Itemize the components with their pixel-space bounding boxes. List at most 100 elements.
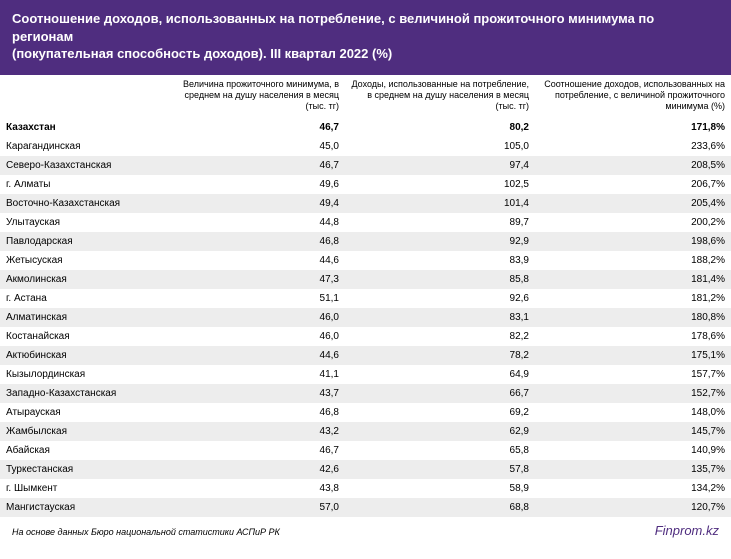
cell-min: 44,8 <box>170 213 345 232</box>
cell-min: 47,3 <box>170 270 345 289</box>
cell-min: 43,7 <box>170 384 345 403</box>
cell-min: 46,8 <box>170 403 345 422</box>
cell-region: г. Астана <box>0 289 170 308</box>
table-row: Атырауская46,869,2148,0% <box>0 403 731 422</box>
cell-region: Мангистауская <box>0 498 170 517</box>
cell-ratio: 233,6% <box>535 137 731 156</box>
cell-region: Атырауская <box>0 403 170 422</box>
table-row: г. Шымкент43,858,9134,2% <box>0 479 731 498</box>
table-row: Мангистауская57,068,8120,7% <box>0 498 731 517</box>
table-row: Жетысуская44,683,9188,2% <box>0 251 731 270</box>
cell-income: 97,4 <box>345 156 535 175</box>
data-table: Величина прожиточного минимума, в средне… <box>0 75 731 518</box>
cell-income: 92,6 <box>345 289 535 308</box>
cell-region: Улытауская <box>0 213 170 232</box>
cell-min: 49,6 <box>170 175 345 194</box>
table-row: г. Алматы49,6102,5206,7% <box>0 175 731 194</box>
cell-region: Туркестанская <box>0 460 170 479</box>
cell-ratio: 175,1% <box>535 346 731 365</box>
col-header-min: Величина прожиточного минимума, в средне… <box>170 75 345 119</box>
cell-income: 102,5 <box>345 175 535 194</box>
cell-income: 89,7 <box>345 213 535 232</box>
cell-min: 46,0 <box>170 308 345 327</box>
table-row: Восточно-Казахстанская49,4101,4205,4% <box>0 194 731 213</box>
table-row: Улытауская44,889,7200,2% <box>0 213 731 232</box>
cell-region: Карагандинская <box>0 137 170 156</box>
cell-income: 80,2 <box>345 118 535 137</box>
table-row: Павлодарская46,892,9198,6% <box>0 232 731 251</box>
report-title: Соотношение доходов, использованных на п… <box>12 10 719 63</box>
cell-ratio: 205,4% <box>535 194 731 213</box>
cell-region: Акмолинская <box>0 270 170 289</box>
cell-min: 46,8 <box>170 232 345 251</box>
cell-ratio: 171,8% <box>535 118 731 137</box>
cell-min: 46,7 <box>170 118 345 137</box>
cell-min: 46,0 <box>170 327 345 346</box>
cell-income: 82,2 <box>345 327 535 346</box>
cell-region: Жетысуская <box>0 251 170 270</box>
table-row: Алматинская46,083,1180,8% <box>0 308 731 327</box>
table-row: Актюбинская44,678,2175,1% <box>0 346 731 365</box>
cell-ratio: 206,7% <box>535 175 731 194</box>
cell-income: 83,9 <box>345 251 535 270</box>
cell-ratio: 180,8% <box>535 308 731 327</box>
report-footer: На основе данных Бюро национальной стати… <box>0 517 731 548</box>
table-row: Западно-Казахстанская43,766,7152,7% <box>0 384 731 403</box>
cell-income: 65,8 <box>345 441 535 460</box>
cell-income: 66,7 <box>345 384 535 403</box>
cell-min: 46,7 <box>170 156 345 175</box>
cell-ratio: 188,2% <box>535 251 731 270</box>
col-header-ratio: Соотношение доходов, использованных на п… <box>535 75 731 119</box>
cell-region: Кызылординская <box>0 365 170 384</box>
cell-ratio: 178,6% <box>535 327 731 346</box>
cell-income: 85,8 <box>345 270 535 289</box>
cell-ratio: 148,0% <box>535 403 731 422</box>
cell-region: Абайская <box>0 441 170 460</box>
table-head: Величина прожиточного минимума, в средне… <box>0 75 731 119</box>
cell-region: Западно-Казахстанская <box>0 384 170 403</box>
table-row: Казахстан46,780,2171,8% <box>0 118 731 137</box>
cell-income: 58,9 <box>345 479 535 498</box>
cell-min: 49,4 <box>170 194 345 213</box>
cell-region: г. Алматы <box>0 175 170 194</box>
brand-label: Finprom.kz <box>655 523 719 538</box>
cell-ratio: 152,7% <box>535 384 731 403</box>
cell-income: 68,8 <box>345 498 535 517</box>
table-row: Туркестанская42,657,8135,7% <box>0 460 731 479</box>
report-container: Соотношение доходов, использованных на п… <box>0 0 731 548</box>
cell-ratio: 181,2% <box>535 289 731 308</box>
cell-income: 57,8 <box>345 460 535 479</box>
cell-region: Костанайская <box>0 327 170 346</box>
table-row: Акмолинская47,385,8181,4% <box>0 270 731 289</box>
cell-ratio: 140,9% <box>535 441 731 460</box>
cell-ratio: 208,5% <box>535 156 731 175</box>
report-header: Соотношение доходов, использованных на п… <box>0 0 731 75</box>
table-body: Казахстан46,780,2171,8%Карагандинская45,… <box>0 118 731 517</box>
cell-income: 62,9 <box>345 422 535 441</box>
cell-ratio: 198,6% <box>535 232 731 251</box>
table-row: Северо-Казахстанская46,797,4208,5% <box>0 156 731 175</box>
cell-region: Жамбылская <box>0 422 170 441</box>
cell-income: 101,4 <box>345 194 535 213</box>
cell-income: 78,2 <box>345 346 535 365</box>
cell-income: 92,9 <box>345 232 535 251</box>
table-row: Карагандинская45,0105,0233,6% <box>0 137 731 156</box>
table-row: Жамбылская43,262,9145,7% <box>0 422 731 441</box>
cell-min: 46,7 <box>170 441 345 460</box>
cell-min: 41,1 <box>170 365 345 384</box>
cell-min: 57,0 <box>170 498 345 517</box>
cell-ratio: 181,4% <box>535 270 731 289</box>
cell-income: 64,9 <box>345 365 535 384</box>
cell-region: г. Шымкент <box>0 479 170 498</box>
cell-min: 45,0 <box>170 137 345 156</box>
cell-min: 51,1 <box>170 289 345 308</box>
cell-ratio: 145,7% <box>535 422 731 441</box>
col-header-income: Доходы, использованные на потребление, в… <box>345 75 535 119</box>
cell-region: Северо-Казахстанская <box>0 156 170 175</box>
title-line-1: Соотношение доходов, использованных на п… <box>12 11 654 44</box>
cell-ratio: 134,2% <box>535 479 731 498</box>
table-row: Абайская46,765,8140,9% <box>0 441 731 460</box>
cell-income: 83,1 <box>345 308 535 327</box>
cell-region: Павлодарская <box>0 232 170 251</box>
cell-min: 44,6 <box>170 251 345 270</box>
